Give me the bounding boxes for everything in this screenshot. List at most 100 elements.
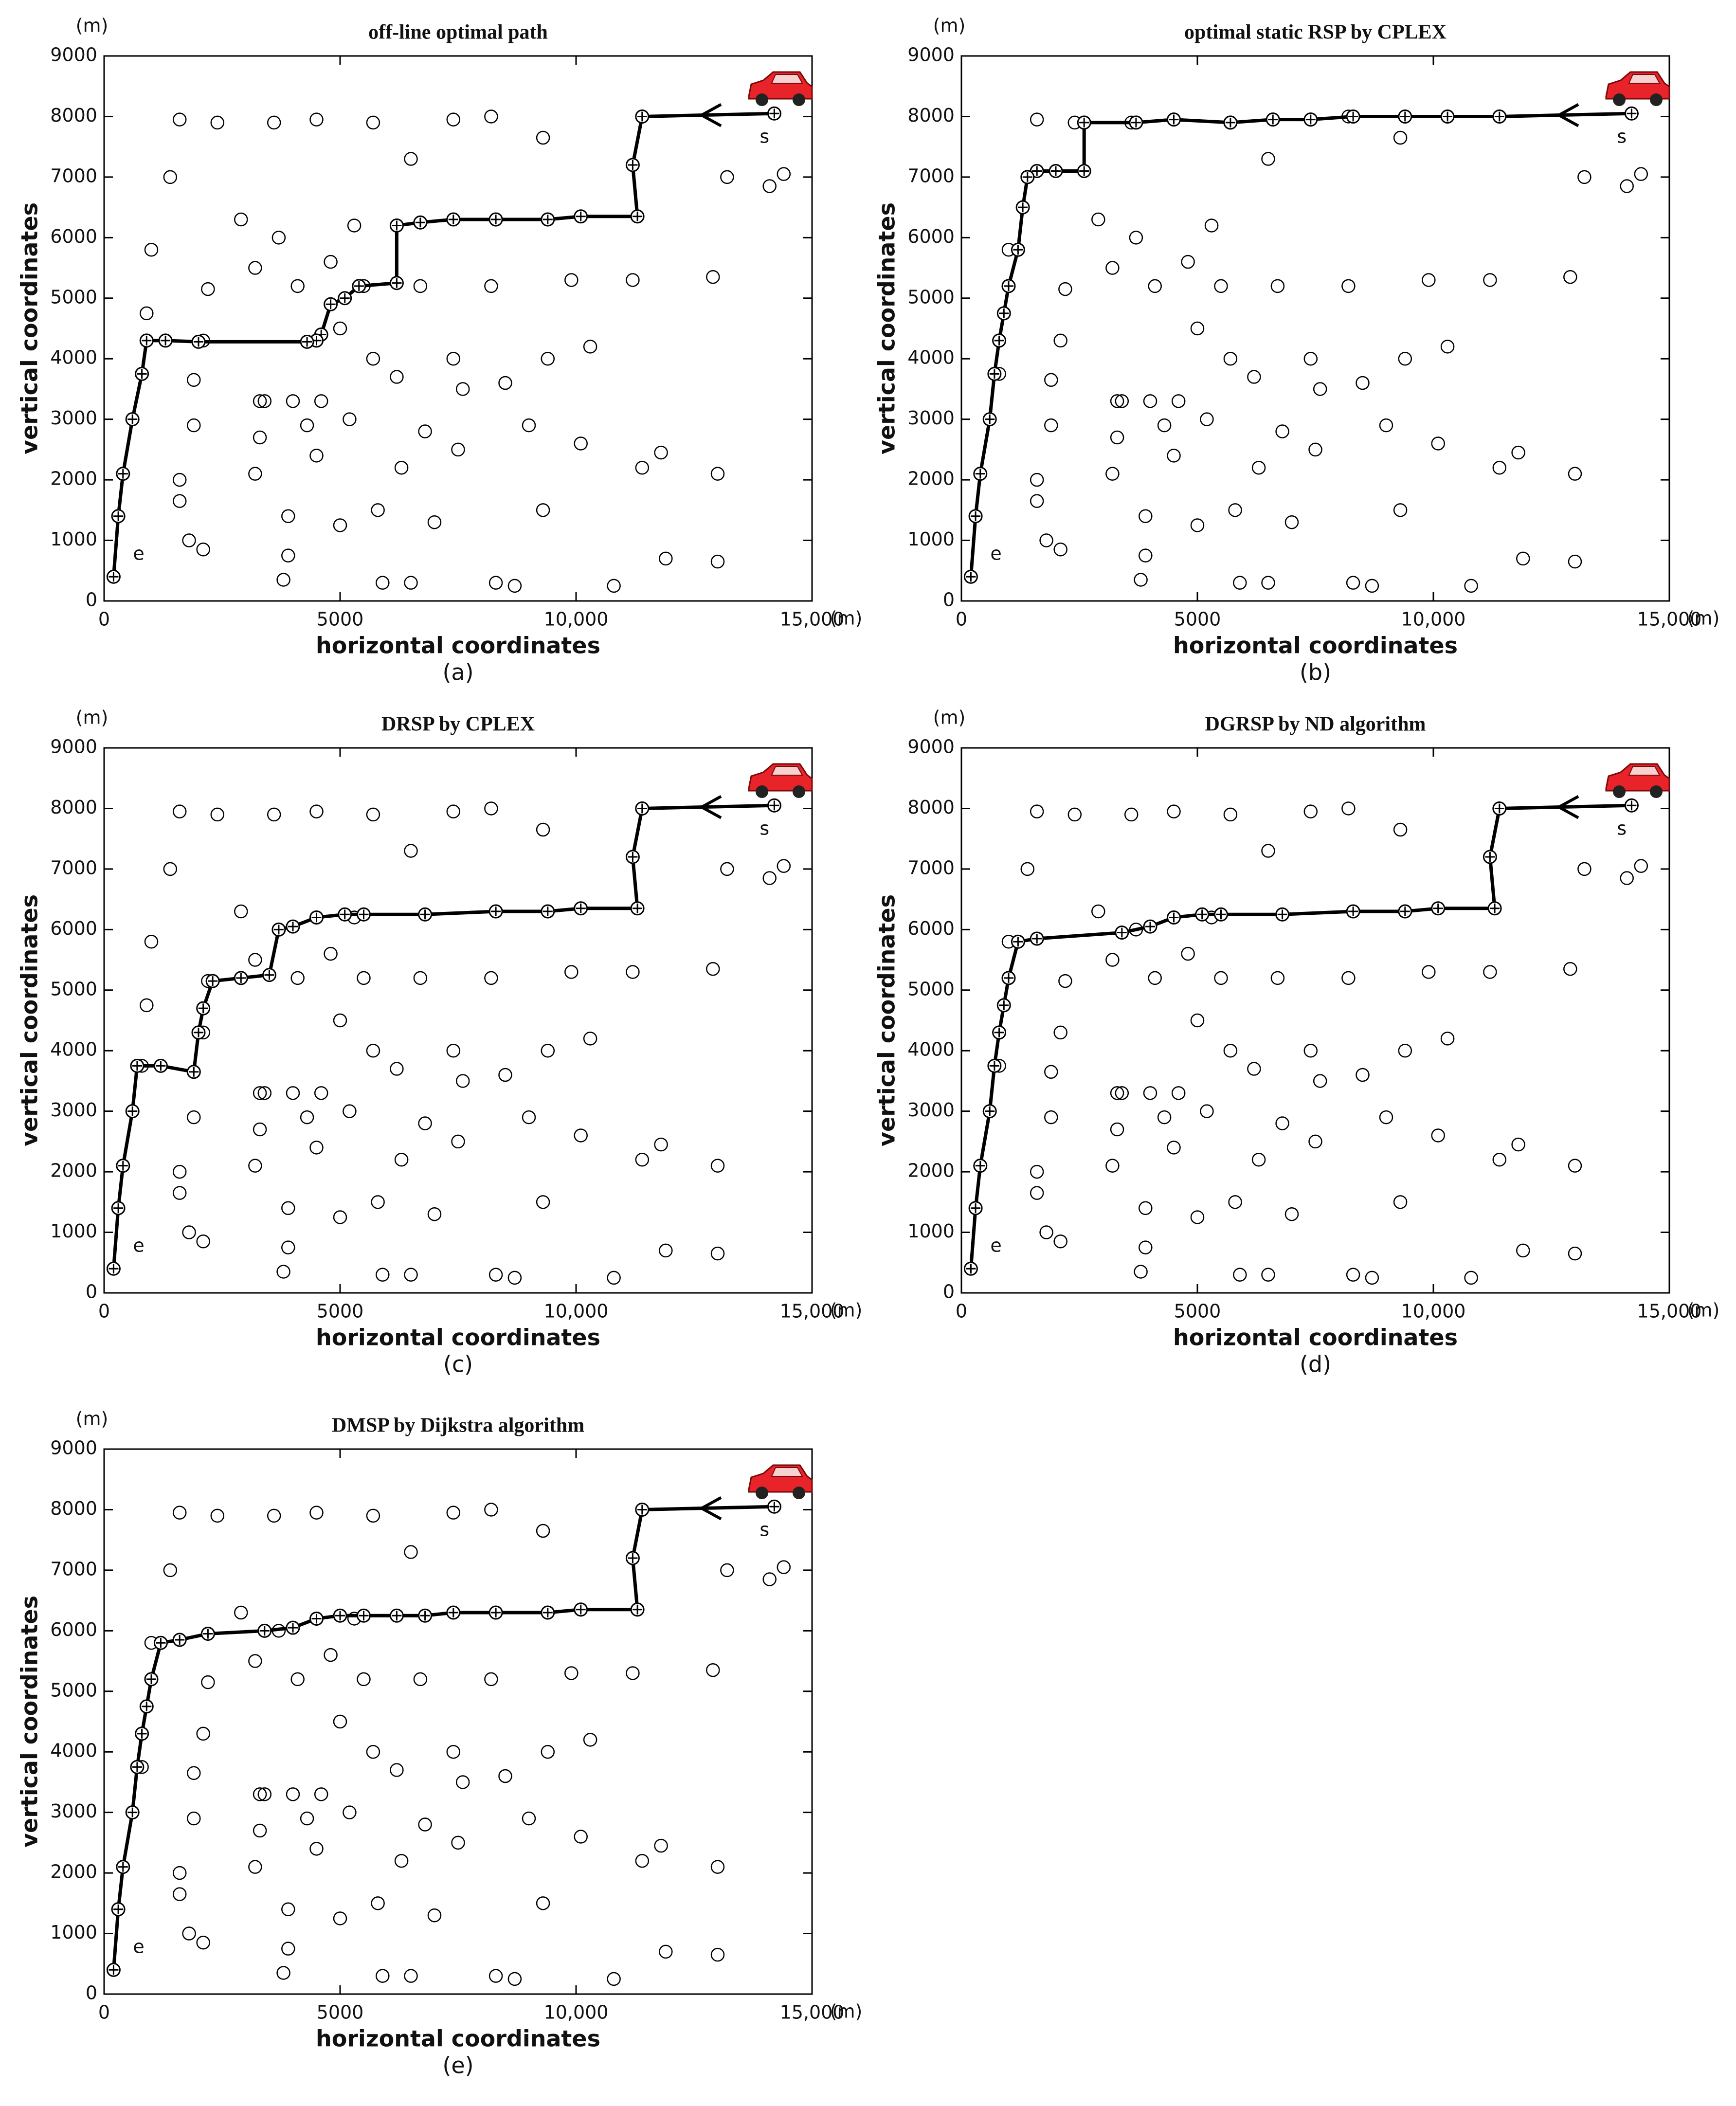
node	[1275, 1116, 1289, 1130]
y-tick-label: 0	[943, 589, 955, 611]
node	[574, 1128, 588, 1143]
route-node-cross	[1197, 909, 1207, 920]
node	[488, 1969, 503, 1983]
y-tick-label: 3000	[907, 407, 955, 429]
route-node-cross	[340, 909, 350, 920]
node	[484, 279, 498, 293]
node	[371, 1896, 385, 1910]
x-unit: (m)	[830, 2001, 863, 2022]
node	[1284, 515, 1299, 529]
route-node-cross	[994, 1027, 1004, 1037]
x-tick-label: 15,000	[780, 1301, 845, 1322]
car-wheel	[793, 785, 805, 798]
panel: DGRSP by ND algorithm 0 1000 2000 3000 4000 50…	[874, 707, 1720, 1378]
node	[1346, 576, 1360, 590]
node	[1261, 576, 1275, 590]
node	[172, 472, 187, 487]
node	[286, 1086, 300, 1100]
node	[1422, 273, 1436, 287]
route-node-cross	[108, 572, 119, 582]
node	[455, 382, 470, 396]
node	[1568, 467, 1582, 481]
node	[1398, 1043, 1412, 1058]
node	[1139, 548, 1153, 563]
node	[1139, 1240, 1153, 1254]
node	[1105, 467, 1120, 481]
x-tick-label: 10,000	[544, 609, 609, 630]
route-node-cross	[576, 1604, 586, 1615]
route-node-cross	[1485, 852, 1495, 862]
route-node-cross	[542, 907, 553, 916]
route-node-cross	[335, 1611, 345, 1621]
end-label: e	[133, 543, 144, 564]
node	[309, 1141, 324, 1155]
node	[564, 1666, 579, 1680]
x-axis-label: horizontal coordinates	[1173, 1325, 1458, 1351]
node	[172, 1186, 187, 1200]
node	[394, 460, 409, 475]
node	[720, 170, 734, 184]
node	[333, 1013, 347, 1028]
node	[281, 1902, 295, 1917]
node	[626, 1666, 640, 1680]
node	[309, 112, 324, 127]
node	[172, 494, 187, 508]
x-unit: (m)	[830, 1300, 863, 1321]
node	[300, 1110, 314, 1125]
node	[1171, 394, 1186, 408]
car-wheel	[756, 1487, 768, 1499]
end-label: e	[133, 1936, 144, 1958]
node	[536, 1524, 550, 1538]
route-node-cross	[576, 903, 586, 913]
node	[366, 1043, 380, 1058]
node	[507, 579, 522, 593]
route-node-cross	[142, 1701, 152, 1711]
node	[182, 1926, 196, 1941]
node	[253, 394, 267, 408]
route-node-cross	[1013, 245, 1023, 255]
node	[1431, 436, 1445, 451]
node	[257, 394, 272, 408]
car-wheel	[1613, 93, 1626, 106]
node	[659, 551, 673, 566]
route-node-cross	[975, 1161, 985, 1171]
node	[1110, 1122, 1124, 1137]
y-tick-label: 1000	[907, 528, 955, 550]
route-node-cross	[971, 511, 981, 521]
route-node-cross	[994, 335, 1004, 345]
x-tick-label: 0	[98, 2002, 110, 2023]
node	[574, 1830, 588, 1844]
node	[163, 1563, 178, 1578]
route-node-cross	[118, 1161, 128, 1171]
node	[172, 1866, 187, 1880]
node	[324, 1648, 338, 1662]
node	[1483, 965, 1497, 979]
node	[300, 418, 314, 433]
node	[1067, 807, 1082, 822]
node	[172, 1164, 187, 1179]
route-node-cross	[448, 1608, 458, 1617]
node	[290, 1672, 305, 1687]
node	[404, 1268, 418, 1282]
route	[111, 111, 775, 577]
node	[1157, 418, 1172, 433]
car-window	[1628, 74, 1661, 84]
node	[1464, 1271, 1478, 1285]
x-axis-label: horizontal coordinates	[316, 1325, 600, 1351]
car-window	[771, 74, 803, 84]
node	[1483, 273, 1497, 287]
node	[1393, 130, 1408, 145]
node	[404, 1545, 418, 1559]
node	[635, 1853, 650, 1868]
y-tick-label: 6000	[50, 226, 97, 247]
node	[1313, 382, 1327, 396]
node	[144, 242, 159, 257]
node	[333, 1911, 347, 1925]
node	[1143, 1086, 1157, 1100]
node	[1464, 579, 1478, 593]
node	[498, 1769, 512, 1783]
node	[1058, 974, 1072, 988]
caption: (c)	[443, 1351, 473, 1378]
y-tick-label: 9000	[50, 736, 97, 758]
node	[376, 1969, 390, 1983]
